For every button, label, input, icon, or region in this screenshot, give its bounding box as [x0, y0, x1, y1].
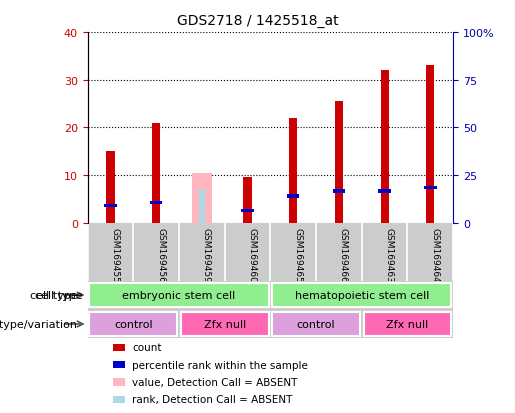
Text: cell type: cell type: [35, 290, 82, 300]
Bar: [381, 71, 389, 223]
Bar: [90, 312, 177, 336]
Bar: [152, 123, 160, 223]
Text: GSM169464: GSM169464: [431, 228, 439, 282]
Bar: [333, 190, 345, 193]
Bar: [198, 190, 205, 223]
Bar: [335, 102, 343, 223]
Bar: [242, 209, 254, 212]
Bar: [289, 119, 297, 223]
Bar: [150, 202, 162, 205]
Bar: [244, 178, 252, 223]
Text: hematopoietic stem cell: hematopoietic stem cell: [295, 290, 429, 300]
Bar: [424, 186, 437, 190]
Text: GSM169456: GSM169456: [156, 228, 165, 282]
Text: cell type: cell type: [30, 290, 77, 300]
Text: embryonic stem cell: embryonic stem cell: [123, 290, 235, 300]
Bar: [106, 152, 114, 223]
Bar: [181, 312, 268, 336]
Text: Zfx null: Zfx null: [203, 319, 246, 329]
Bar: [287, 195, 299, 198]
Text: GSM169459: GSM169459: [202, 228, 211, 282]
Bar: [379, 190, 391, 193]
Text: genotype/variation: genotype/variation: [0, 319, 77, 329]
Text: count: count: [132, 342, 162, 352]
Bar: [364, 312, 451, 336]
Bar: [272, 312, 360, 336]
Bar: [426, 66, 435, 223]
Text: GSM169466: GSM169466: [339, 228, 348, 282]
Text: GSM169455: GSM169455: [110, 228, 119, 282]
Text: control: control: [114, 319, 152, 329]
Text: GSM169463: GSM169463: [385, 228, 393, 282]
Bar: [104, 204, 116, 208]
Text: value, Detection Call = ABSENT: value, Detection Call = ABSENT: [132, 377, 298, 387]
Bar: [192, 173, 212, 223]
Text: control: control: [297, 319, 335, 329]
Text: GDS2718 / 1425518_at: GDS2718 / 1425518_at: [177, 14, 338, 28]
Text: percentile rank within the sample: percentile rank within the sample: [132, 360, 308, 370]
Text: GSM169465: GSM169465: [293, 228, 302, 282]
Text: GSM169460: GSM169460: [248, 228, 256, 282]
Bar: [272, 283, 451, 307]
Text: rank, Detection Call = ABSENT: rank, Detection Call = ABSENT: [132, 394, 293, 404]
Text: Zfx null: Zfx null: [386, 319, 428, 329]
Bar: [90, 283, 268, 307]
